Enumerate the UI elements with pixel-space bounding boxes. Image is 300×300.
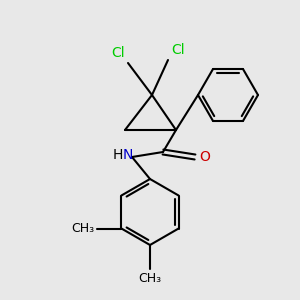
- Text: CH₃: CH₃: [71, 222, 94, 235]
- Text: N: N: [123, 148, 133, 162]
- Text: CH₃: CH₃: [138, 272, 162, 285]
- Text: Cl: Cl: [111, 46, 125, 60]
- Text: O: O: [199, 150, 210, 164]
- Text: Cl: Cl: [171, 43, 184, 57]
- Text: H: H: [113, 148, 123, 162]
